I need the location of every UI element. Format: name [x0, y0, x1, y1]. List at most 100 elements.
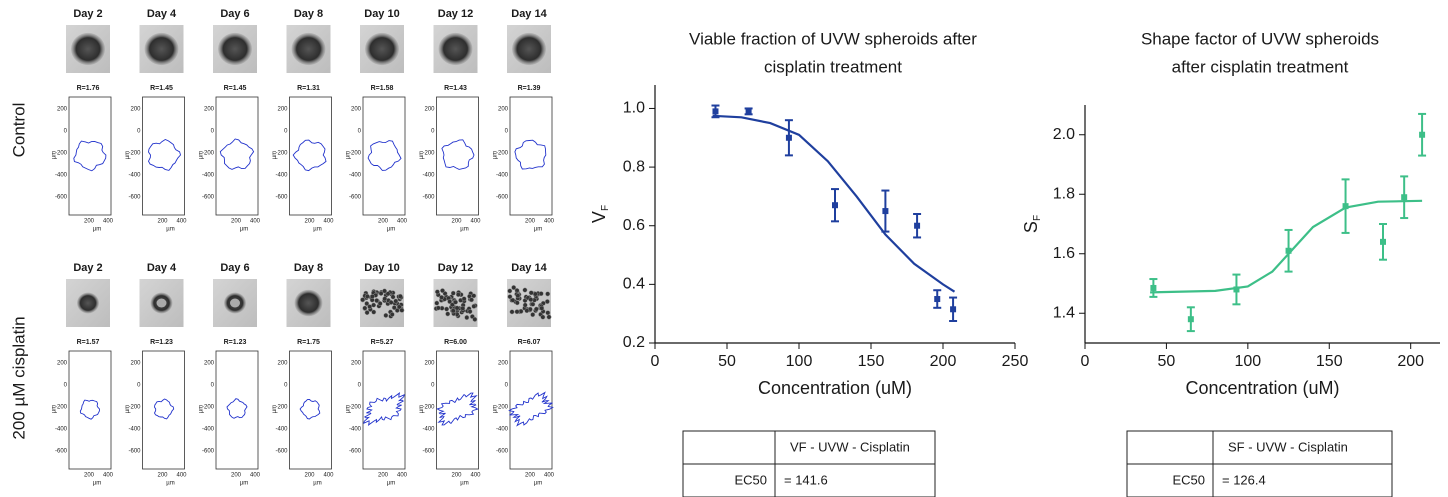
contour-y-tick: 200	[424, 107, 435, 113]
y-tick-label: 0.6	[623, 217, 645, 234]
spheroid-core	[156, 298, 167, 308]
contour-y-tick: 0	[137, 383, 141, 389]
contour-x-tick: 400	[323, 219, 334, 225]
contour-y-tick: -600	[496, 449, 509, 455]
contour-y-tick: -600	[422, 195, 435, 201]
contour-x-tick: 200	[525, 219, 536, 225]
contour-y-unit: µm	[52, 151, 58, 159]
contour	[219, 138, 255, 170]
y-tick-label: 1.8	[1053, 185, 1075, 202]
contour-y-tick: -400	[128, 173, 141, 179]
contour-y-tick: -400	[349, 173, 362, 179]
contour-y-tick: -600	[55, 449, 68, 455]
cell	[444, 306, 450, 312]
day-label: Day 12	[438, 262, 473, 274]
contour-y-tick: -400	[422, 427, 435, 433]
cell	[364, 310, 370, 316]
contour-y-tick: -600	[496, 195, 509, 201]
ratio-label: R=6.00	[444, 339, 467, 346]
cell	[507, 288, 513, 294]
contour-x-unit: µm	[387, 227, 395, 233]
cell	[382, 288, 387, 294]
contour-x-tick: 200	[84, 219, 95, 225]
contour-y-tick: 200	[130, 107, 141, 113]
cell	[369, 293, 375, 299]
cell	[464, 315, 470, 320]
contour-y-unit: µm	[199, 151, 205, 159]
point	[934, 296, 941, 303]
cell	[533, 306, 539, 312]
point	[745, 108, 752, 115]
contour-x-tick: 400	[544, 219, 555, 225]
contour-y-tick: -200	[275, 405, 288, 411]
spheroid-core	[230, 298, 240, 308]
contour-y-tick: -400	[349, 427, 362, 433]
contour-y-tick: -600	[202, 449, 215, 455]
contour-y-tick: -600	[202, 195, 215, 201]
contour-y-unit: µm	[272, 405, 278, 413]
y-axis-label: SF	[1021, 215, 1043, 233]
contour-y-tick: 200	[204, 361, 215, 367]
cell	[514, 300, 520, 306]
cell	[383, 312, 389, 318]
contour-y-tick: 200	[57, 361, 68, 367]
point	[1285, 247, 1292, 254]
ratio-label: R=1.31	[297, 85, 320, 92]
contour-x-tick: 400	[103, 219, 114, 225]
contour-x-unit: µm	[534, 481, 542, 487]
contour-y-tick: -400	[128, 427, 141, 433]
contour	[367, 140, 402, 171]
y-tick-label: 0.4	[623, 276, 645, 293]
contour-y-tick: 0	[431, 129, 435, 135]
spheroid	[291, 32, 326, 66]
point	[712, 108, 719, 115]
x-tick-label: 150	[858, 353, 885, 370]
ratio-label: R=5.27	[371, 339, 394, 346]
contour-y-unit: µm	[346, 405, 352, 413]
cell	[453, 299, 458, 305]
cell	[377, 301, 383, 306]
cell	[546, 314, 552, 320]
contour-y-tick: -600	[128, 195, 141, 201]
ratio-label: R=1.43	[444, 85, 467, 92]
contour-y-tick: -200	[496, 405, 509, 411]
contour-y-tick: -400	[55, 427, 68, 433]
contour-y-tick: 200	[277, 361, 288, 367]
contour	[226, 398, 248, 419]
contour-y-tick: -200	[128, 151, 141, 157]
x-tick-label: 250	[1002, 353, 1029, 370]
contour-y-unit: µm	[125, 151, 131, 159]
contour-y-unit: µm	[199, 405, 205, 413]
chart-title: cisplatin treatment	[764, 57, 902, 76]
cell	[528, 297, 534, 303]
contour-y-tick: -400	[496, 427, 509, 433]
row-label: Control	[9, 103, 28, 158]
cell	[388, 299, 394, 305]
cell	[540, 314, 546, 320]
contour-x-unit: µm	[240, 481, 248, 487]
contour-x-tick: 200	[304, 219, 315, 225]
contour	[436, 392, 479, 426]
contour-x-tick: 200	[378, 219, 389, 225]
contour-x-unit: µm	[240, 227, 248, 233]
contour-y-tick: 0	[211, 383, 215, 389]
point	[914, 222, 921, 229]
y-axis-label: VF	[589, 205, 611, 223]
cell	[445, 311, 451, 317]
x-tick-label: 50	[1158, 353, 1176, 370]
cell	[364, 293, 370, 299]
spheroid	[77, 292, 99, 314]
cell	[461, 296, 467, 302]
contour-x-unit: µm	[166, 481, 174, 487]
contour-x-tick: 200	[231, 473, 242, 479]
contour-y-unit: µm	[493, 151, 499, 159]
day-label: Day 10	[364, 8, 399, 20]
cell	[528, 290, 534, 296]
x-tick-label: 100	[1234, 353, 1261, 370]
contour-y-tick: 200	[424, 361, 435, 367]
contour-frame	[68, 350, 112, 470]
contour-y-unit: µm	[346, 151, 352, 159]
cell	[515, 293, 521, 299]
cell	[530, 301, 536, 307]
cell	[371, 309, 377, 315]
